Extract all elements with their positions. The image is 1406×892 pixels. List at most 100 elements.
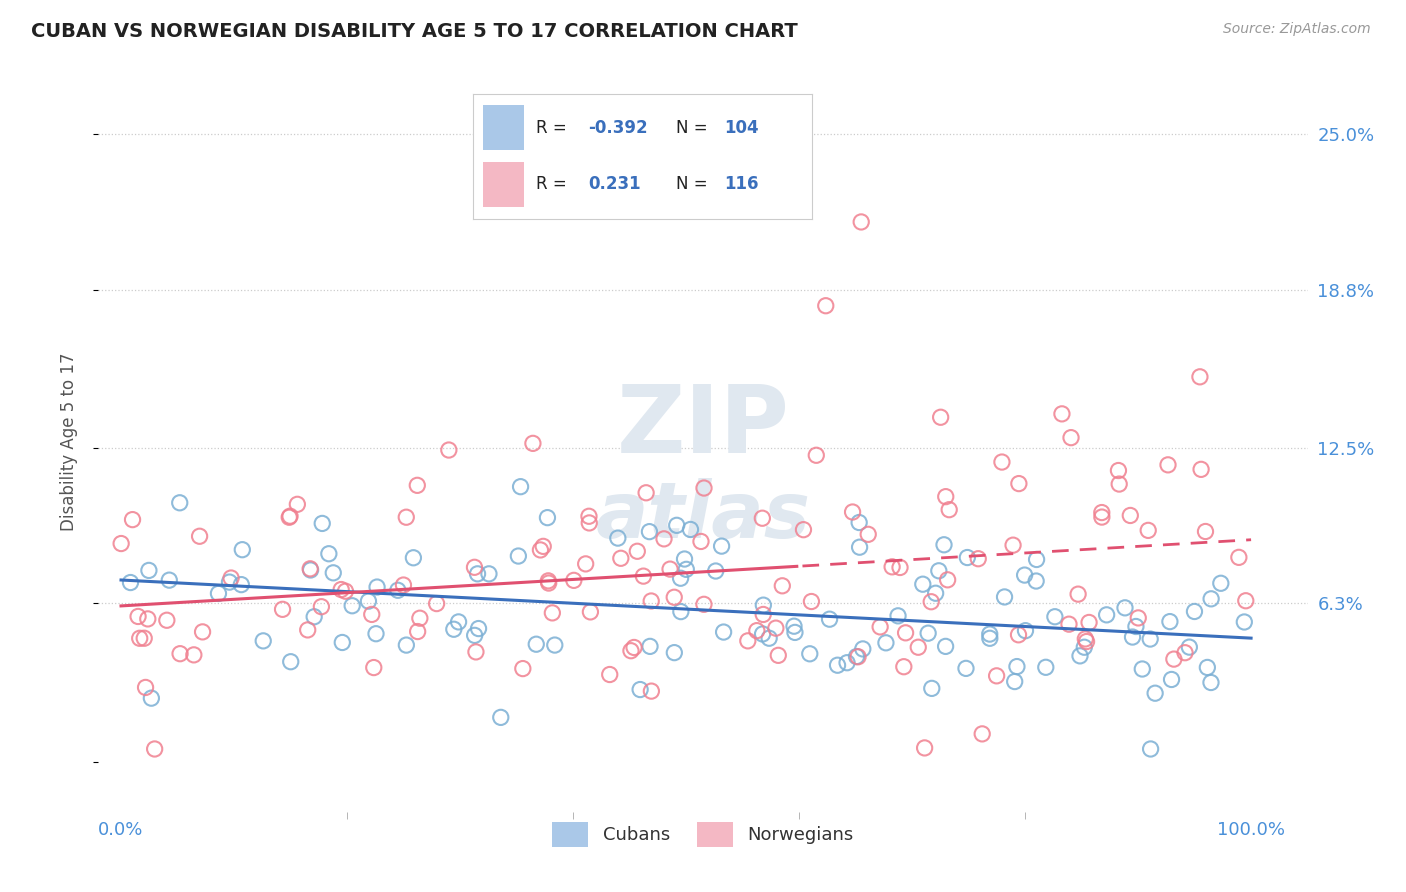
Point [1067, 587, 1090, 601]
Point [1073, 640, 1095, 655]
Point [363, 660, 385, 674]
Point [1197, 660, 1219, 674]
Point [297, 623, 319, 637]
Point [623, 640, 645, 655]
Point [1199, 591, 1222, 606]
Point [1119, 508, 1142, 523]
Point [664, 591, 686, 605]
Text: atlas: atlas [596, 477, 810, 554]
Point [330, 582, 353, 597]
Point [1157, 458, 1180, 472]
Point [799, 647, 821, 661]
Point [191, 624, 214, 639]
Point [1014, 568, 1036, 582]
Point [1125, 619, 1147, 633]
Point [1107, 463, 1129, 477]
Point [231, 577, 253, 591]
Point [299, 563, 322, 577]
Point [578, 509, 600, 524]
Point [278, 509, 301, 524]
Point [1074, 632, 1097, 646]
Point [207, 586, 229, 600]
Point [814, 299, 837, 313]
Point [938, 502, 960, 516]
Point [845, 649, 868, 664]
Point [1209, 576, 1232, 591]
Point [846, 649, 869, 664]
Point [638, 524, 661, 539]
Point [478, 566, 501, 581]
Point [665, 518, 688, 533]
Point [894, 625, 917, 640]
Point [893, 659, 915, 673]
Point [1095, 607, 1118, 622]
Y-axis label: Disability Age 5 to 17: Disability Age 5 to 17 [59, 352, 77, 531]
Point [1121, 630, 1143, 644]
Point [1108, 477, 1130, 491]
Point [1043, 609, 1066, 624]
Point [529, 543, 551, 558]
Point [299, 562, 322, 576]
Point [508, 549, 530, 563]
Point [136, 612, 159, 626]
Point [437, 443, 460, 458]
Point [768, 648, 790, 663]
Point [745, 624, 768, 638]
Point [1025, 574, 1047, 588]
Point [531, 540, 554, 554]
Point [1234, 593, 1257, 607]
Point [360, 607, 382, 622]
Point [818, 612, 841, 626]
Point [537, 574, 560, 588]
Point [972, 727, 994, 741]
Point [835, 656, 858, 670]
Point [128, 632, 150, 646]
Point [322, 566, 344, 580]
Point [928, 564, 950, 578]
Point [406, 624, 429, 639]
Point [1139, 742, 1161, 756]
Text: Source: ZipAtlas.com: Source: ZipAtlas.com [1223, 22, 1371, 37]
Point [121, 513, 143, 527]
Point [664, 646, 686, 660]
Point [366, 580, 388, 594]
Point [579, 605, 602, 619]
Point [1163, 652, 1185, 666]
Point [929, 410, 952, 425]
Point [1160, 673, 1182, 687]
Point [887, 608, 910, 623]
Point [465, 645, 488, 659]
Point [157, 573, 180, 587]
Point [110, 536, 132, 550]
Point [907, 640, 929, 655]
Point [1188, 369, 1211, 384]
Point [1005, 659, 1028, 673]
Point [562, 574, 585, 588]
Point [911, 577, 934, 591]
Legend: Cubans, Norwegians: Cubans, Norwegians [546, 814, 860, 855]
Point [143, 742, 166, 756]
Point [800, 594, 823, 608]
Point [156, 613, 179, 627]
Point [737, 633, 759, 648]
Point [335, 584, 357, 599]
Point [311, 599, 333, 614]
Point [218, 575, 240, 590]
Point [1050, 407, 1073, 421]
Point [875, 636, 897, 650]
Point [578, 516, 600, 530]
Point [652, 532, 675, 546]
Point [537, 576, 560, 591]
Point [1004, 674, 1026, 689]
Point [935, 490, 957, 504]
Point [882, 559, 904, 574]
Point [522, 436, 544, 450]
Point [848, 540, 870, 554]
Point [1091, 510, 1114, 524]
Point [599, 667, 621, 681]
Point [135, 681, 157, 695]
Point [673, 552, 696, 566]
Point [364, 626, 387, 640]
Point [765, 621, 787, 635]
Point [536, 510, 558, 524]
